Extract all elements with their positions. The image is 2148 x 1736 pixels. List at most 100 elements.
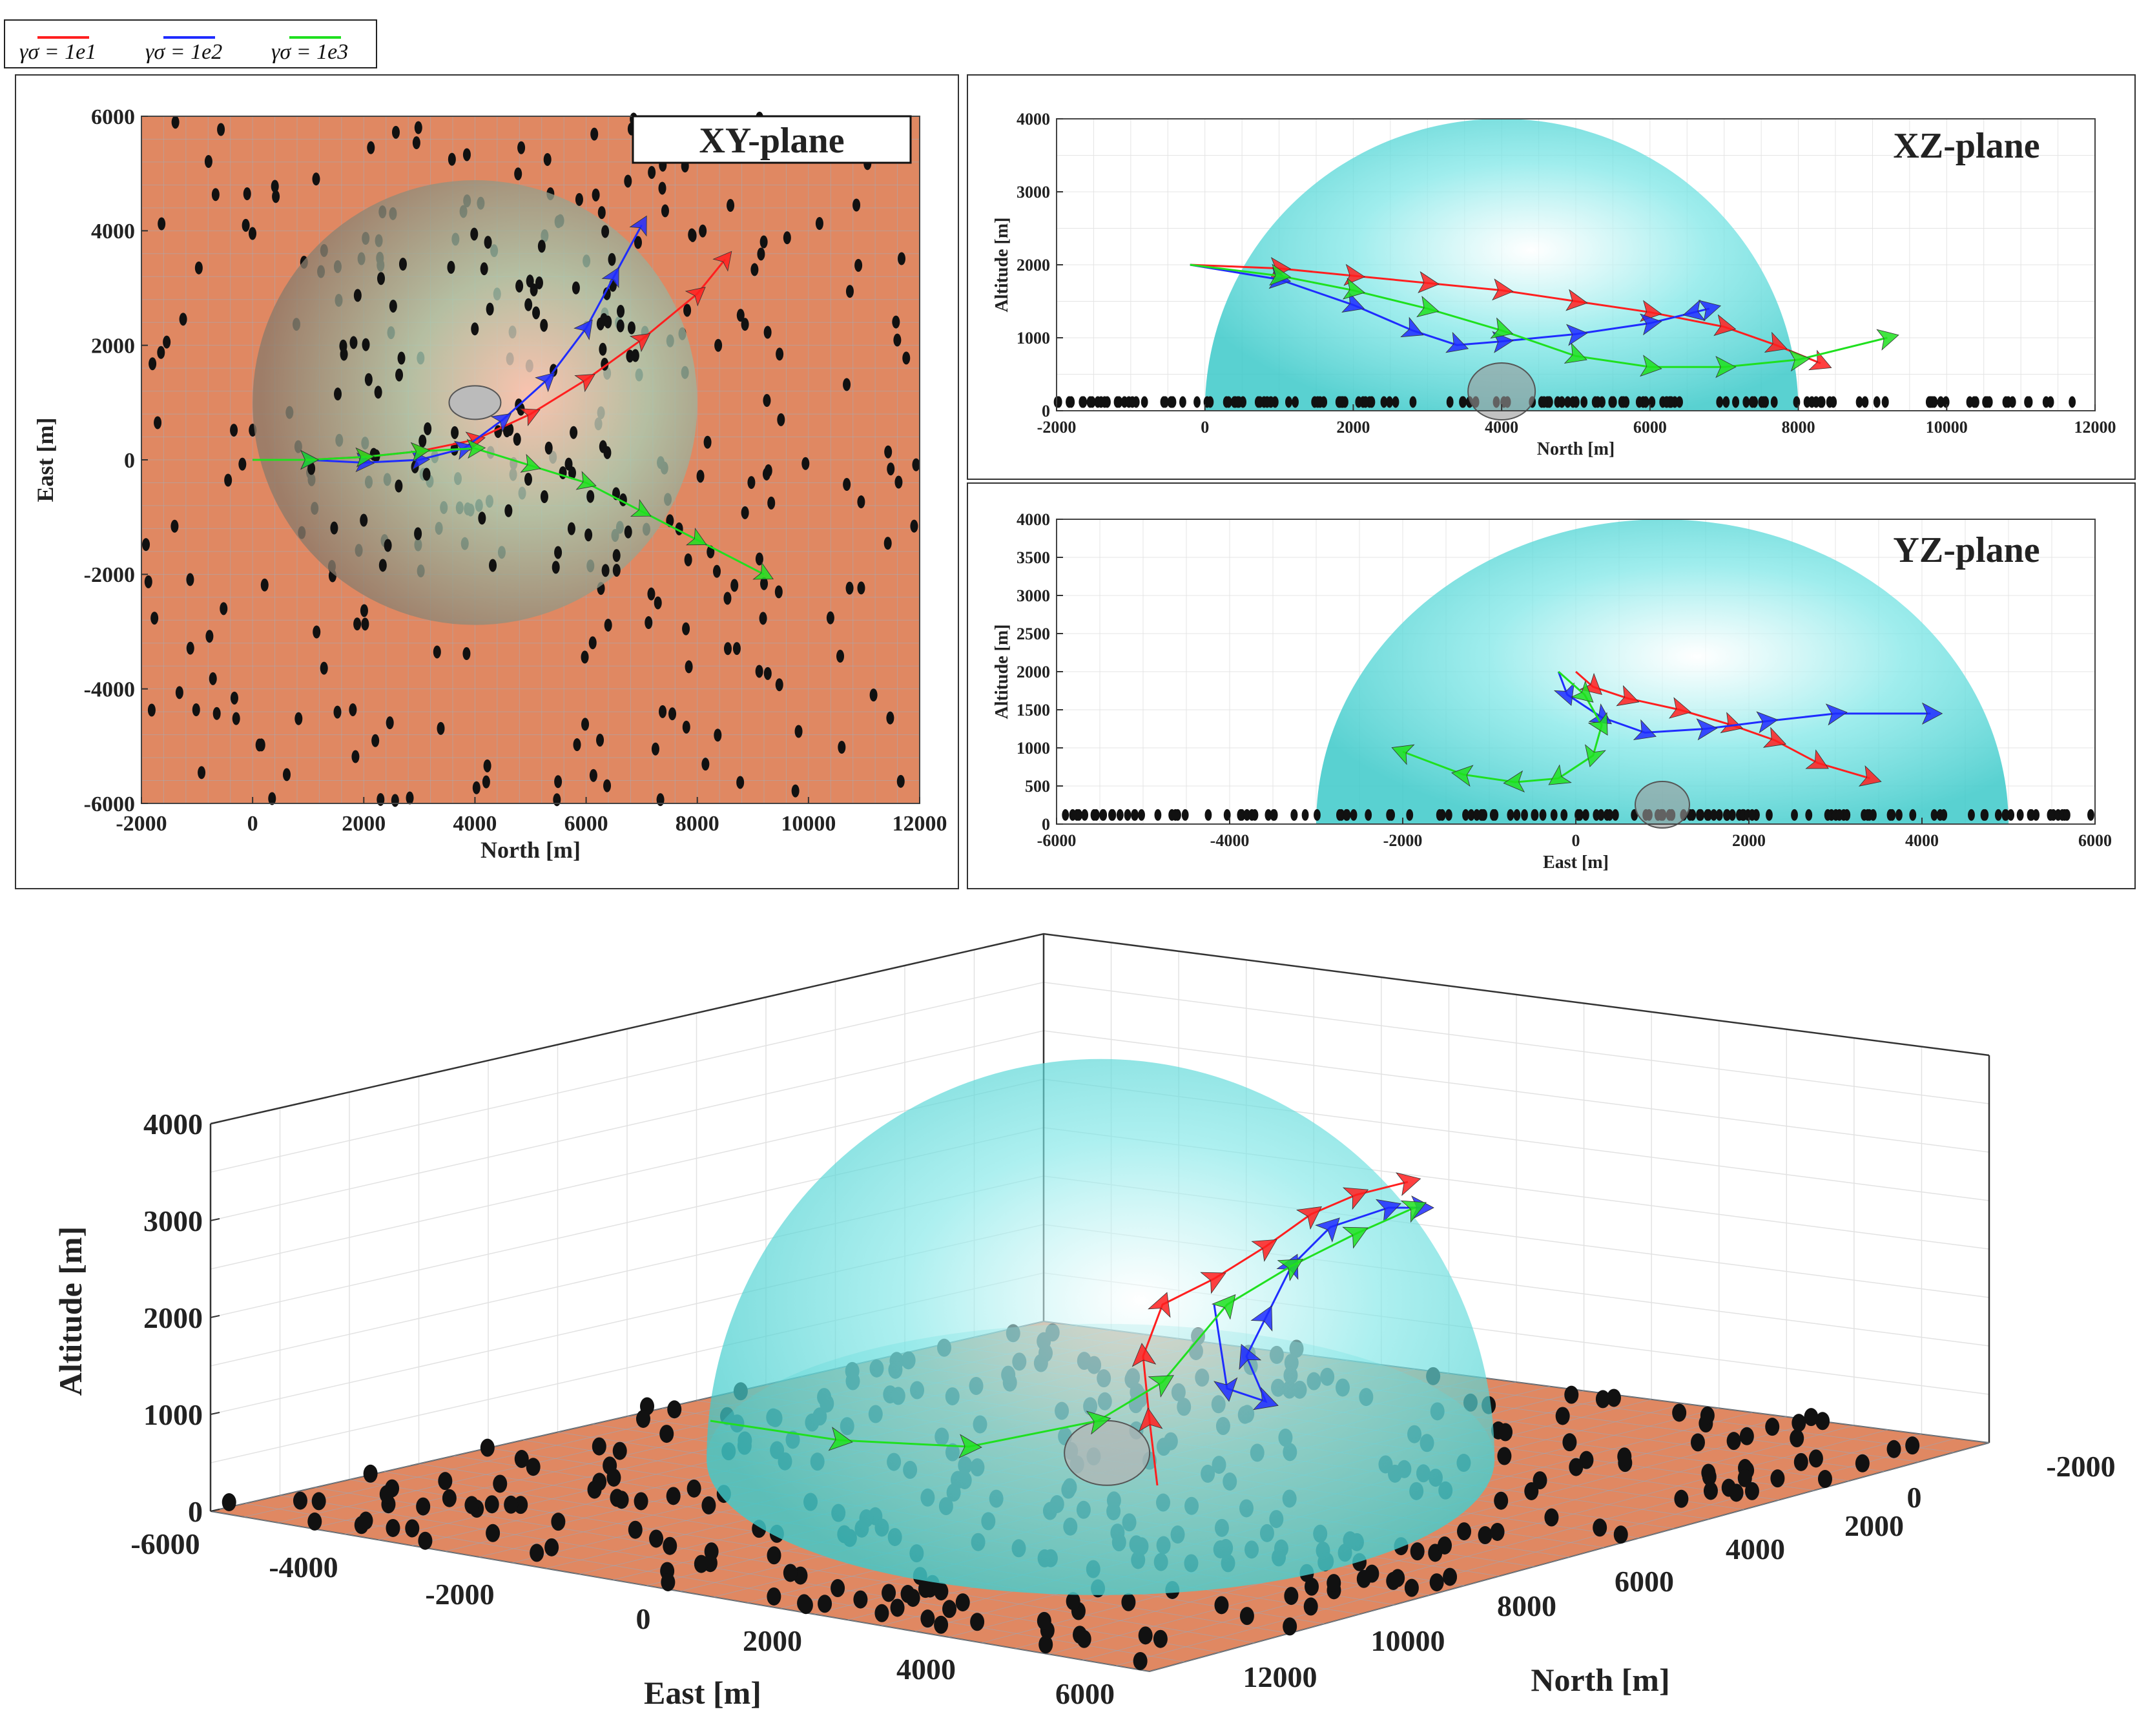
tree-marker <box>478 512 486 525</box>
tree-marker <box>682 622 690 636</box>
tree-marker <box>573 738 581 752</box>
tree-marker <box>1365 809 1372 821</box>
e-axis-label: East [m] <box>644 1675 761 1711</box>
legend-label: γσ = 1e3 <box>271 40 349 64</box>
xz-aircraft-marker <box>1808 349 1832 371</box>
tree-marker <box>1386 396 1393 408</box>
tree-marker <box>774 585 783 599</box>
tree-marker <box>1674 1489 1689 1508</box>
n-tick-label: 10000 <box>1371 1624 1445 1657</box>
xy-aircraft-marker <box>686 528 707 546</box>
tree-marker <box>818 1595 832 1613</box>
tree-marker <box>764 464 772 477</box>
tree-marker <box>554 546 563 559</box>
tree-marker <box>575 192 583 206</box>
n-tick-label: 2000 <box>1844 1509 1904 1542</box>
tree-marker <box>395 368 404 382</box>
tree-marker <box>142 538 150 552</box>
p3d-aircraft-marker <box>1211 1294 1236 1320</box>
tree-marker <box>482 775 490 789</box>
tree-marker <box>204 155 212 169</box>
tree-marker <box>209 672 217 685</box>
tree-marker <box>386 1518 400 1537</box>
tree-marker <box>442 1489 457 1507</box>
tree-marker <box>243 187 251 201</box>
yz-panel: -6000 -4000 -2000 0 2000 4000 6000 0 500 1000 1500… <box>967 482 2136 889</box>
xz-aircraft-marker <box>1565 324 1588 346</box>
tree-marker <box>377 272 386 285</box>
tree-marker <box>614 1491 629 1509</box>
tree-marker <box>353 289 362 302</box>
tree-marker <box>1154 809 1162 821</box>
tree-marker <box>424 422 432 435</box>
tree-marker <box>179 313 187 326</box>
tree-marker <box>667 1400 682 1419</box>
tree-marker <box>1700 1406 1715 1425</box>
tree-marker <box>1133 1651 1148 1670</box>
tree-marker <box>1038 1635 1053 1654</box>
p3d-radar-site <box>1064 1420 1151 1486</box>
tree-marker <box>1608 396 1616 408</box>
y-tick-label: 1000 <box>1017 739 1050 758</box>
tree-marker <box>540 490 548 504</box>
tree-marker <box>1716 396 1724 408</box>
p3d-aircraft-marker <box>1251 1239 1277 1262</box>
tree-marker <box>1108 809 1115 821</box>
tree-marker <box>581 718 590 731</box>
xy-aircraft-marker <box>573 319 593 340</box>
tree-marker <box>506 422 514 436</box>
tree-marker <box>1817 396 1824 408</box>
tree-marker <box>1676 396 1683 408</box>
n-tick-label: 6000 <box>1615 1565 1674 1598</box>
p3d-panel: 0 1000 2000 3000 4000 Altitude [m] -6000 -4000 -… <box>52 933 2116 1711</box>
tree-marker <box>1037 1611 1051 1630</box>
tree-marker <box>2047 809 2054 821</box>
tree-marker <box>757 247 765 261</box>
tree-marker <box>568 466 576 480</box>
tree-marker <box>1582 809 1589 821</box>
tree-marker <box>1350 809 1358 821</box>
tree-marker <box>526 1458 541 1476</box>
tree-marker <box>1284 1587 1299 1606</box>
yz-aircraft-marker <box>1720 712 1744 734</box>
tree-marker <box>514 1450 529 1469</box>
legend-line-red <box>37 36 89 39</box>
p3d-aircraft-marker <box>1148 1292 1171 1318</box>
p3d-aircraft-marker <box>1277 1259 1303 1281</box>
tree-marker <box>592 1437 606 1456</box>
y-tick-label: -2000 <box>84 563 135 587</box>
tree-marker <box>391 794 399 807</box>
tree-marker <box>282 768 291 781</box>
tree-marker <box>1283 1617 1297 1636</box>
yz-aircraft-marker <box>1921 702 1943 725</box>
tree-marker <box>970 1613 985 1631</box>
p3d-aircraft-marker <box>1400 1200 1427 1223</box>
tree-marker <box>608 253 616 266</box>
x-tick-label: 6000 <box>1633 418 1667 437</box>
tree-marker <box>1555 1407 1570 1425</box>
tree-marker <box>1766 809 1773 821</box>
tree-marker <box>1457 1522 1472 1541</box>
y-axis-label: Altitude [m] <box>992 218 1012 313</box>
tree-marker <box>242 218 250 232</box>
z-axis-label: Altitude [m] <box>52 1226 88 1396</box>
tree-marker <box>1940 809 1948 821</box>
tree-marker <box>1729 1483 1744 1502</box>
tree-marker <box>617 304 625 318</box>
tree-marker <box>1790 1429 1804 1448</box>
tree-marker <box>1204 809 1212 821</box>
tree-marker <box>1406 809 1414 821</box>
x-tick-label: -2000 <box>1037 418 1077 437</box>
tree-marker <box>955 1593 970 1612</box>
tree-marker <box>438 1472 453 1491</box>
x-tick-label: 2000 <box>342 812 386 836</box>
tree-marker <box>1077 1629 1091 1648</box>
tree-marker <box>1579 1451 1594 1469</box>
tree-marker <box>1545 396 1553 408</box>
e-tick-label: -6000 <box>130 1527 200 1560</box>
xz-series-line-0 <box>1190 264 1821 364</box>
tree-marker <box>1732 396 1739 408</box>
tree-marker <box>543 152 552 166</box>
tree-marker <box>2024 396 2031 408</box>
tree-marker <box>470 227 479 241</box>
